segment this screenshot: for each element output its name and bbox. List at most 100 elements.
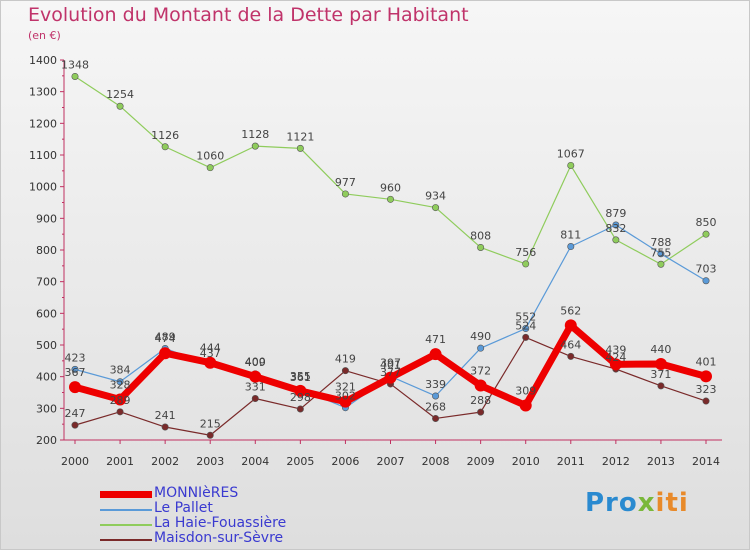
y-tick-label: 1300: [29, 86, 57, 99]
data-point: [249, 370, 262, 383]
data-label: 288: [470, 394, 491, 407]
data-point: [657, 382, 665, 390]
y-tick-label: 900: [36, 212, 57, 225]
data-point: [522, 260, 530, 268]
proxiti-logo: Proxiti: [585, 488, 689, 518]
data-label: 977: [335, 176, 356, 189]
data-label: 371: [650, 368, 671, 381]
legend-item-la-haie-fouassiere: La Haie-Fouassière: [100, 515, 400, 532]
data-label: 1067: [557, 147, 585, 160]
x-tick-label: 2007: [377, 455, 405, 468]
data-point: [657, 260, 665, 268]
y-tick-label: 1200: [29, 117, 57, 130]
legend-swatch: [100, 539, 152, 541]
data-label: 321: [335, 381, 356, 394]
data-point: [341, 367, 349, 375]
data-point: [251, 142, 259, 150]
legend-swatch: [100, 491, 152, 498]
data-point: [567, 161, 575, 169]
data-label: 439: [605, 343, 626, 356]
data-label: 1060: [196, 150, 224, 163]
x-tick-label: 2002: [151, 455, 179, 468]
chart-unit: (en €): [28, 29, 61, 42]
data-point: [702, 277, 710, 285]
data-point: [341, 190, 349, 198]
data-point: [161, 423, 169, 431]
data-point: [522, 325, 530, 333]
data-label: 489: [155, 330, 176, 343]
data-point: [429, 348, 442, 361]
data-point: [432, 204, 440, 212]
data-label: 788: [650, 236, 671, 249]
data-label: 1348: [61, 58, 89, 71]
data-label: 440: [650, 343, 671, 356]
data-label: 372: [470, 365, 491, 378]
data-point: [161, 143, 169, 151]
data-point: [296, 405, 304, 413]
data-point: [612, 236, 620, 244]
data-label: 298: [290, 391, 311, 404]
data-point: [477, 408, 485, 416]
data-point: [567, 352, 575, 360]
data-label: 934: [425, 190, 446, 203]
legend-swatch: [100, 509, 152, 511]
data-label: 323: [696, 383, 717, 396]
data-label: 471: [425, 333, 446, 346]
data-label: 241: [155, 409, 176, 422]
x-tick-label: 2005: [286, 455, 314, 468]
data-point: [116, 102, 124, 110]
data-label: 331: [245, 381, 266, 394]
data-label: 474: [155, 332, 176, 345]
series-line: [74, 75, 707, 265]
y-tick-label: 1400: [29, 54, 57, 67]
data-label: 423: [65, 351, 86, 364]
data-point: [700, 370, 712, 383]
data-label: 490: [470, 330, 491, 343]
x-tick-label: 2003: [196, 455, 224, 468]
data-point: [432, 392, 440, 400]
data-label: 377: [380, 366, 401, 379]
data-label: 552: [515, 311, 536, 324]
data-point: [294, 384, 307, 397]
x-tick-label: 2001: [106, 455, 134, 468]
data-point: [206, 431, 214, 439]
data-label: 437: [200, 347, 221, 360]
data-label: 400: [245, 356, 266, 369]
data-label: 289: [110, 394, 131, 407]
legend-item-monnieres: MONNIèRES: [100, 485, 400, 502]
data-label: 1128: [241, 128, 269, 141]
x-tick-label: 2012: [602, 455, 630, 468]
data-label: 339: [425, 378, 446, 391]
data-point: [612, 221, 620, 229]
y-tick-label: 400: [36, 371, 57, 384]
data-label: 424: [605, 351, 626, 364]
legend-item-le-pallet: Le Pallet: [100, 500, 400, 517]
data-point: [657, 250, 665, 258]
data-point: [654, 358, 667, 370]
data-point: [564, 319, 577, 332]
data-label: 811: [560, 229, 581, 242]
y-tick-label: 800: [36, 244, 57, 257]
data-point: [432, 414, 440, 422]
data-point: [204, 356, 217, 369]
y-tick-label: 1000: [29, 181, 57, 194]
data-label: 756: [515, 246, 536, 259]
x-tick-label: 2014: [692, 455, 720, 468]
x-tick-label: 2000: [61, 455, 89, 468]
y-tick-label: 1100: [29, 149, 57, 162]
data-label: 401: [696, 355, 717, 368]
data-point: [116, 408, 124, 416]
data-point: [159, 347, 172, 360]
data-point: [474, 379, 487, 392]
data-label: 361: [290, 371, 311, 384]
data-label: 355: [290, 370, 311, 383]
data-point: [702, 230, 710, 238]
data-label: 419: [335, 353, 356, 366]
data-point: [71, 365, 79, 373]
x-tick-label: 2004: [241, 455, 269, 468]
y-tick-label: 700: [36, 276, 57, 289]
data-label: 409: [245, 356, 266, 369]
data-label: 879: [605, 207, 626, 220]
legend-label: MONNIèRES: [154, 485, 239, 501]
